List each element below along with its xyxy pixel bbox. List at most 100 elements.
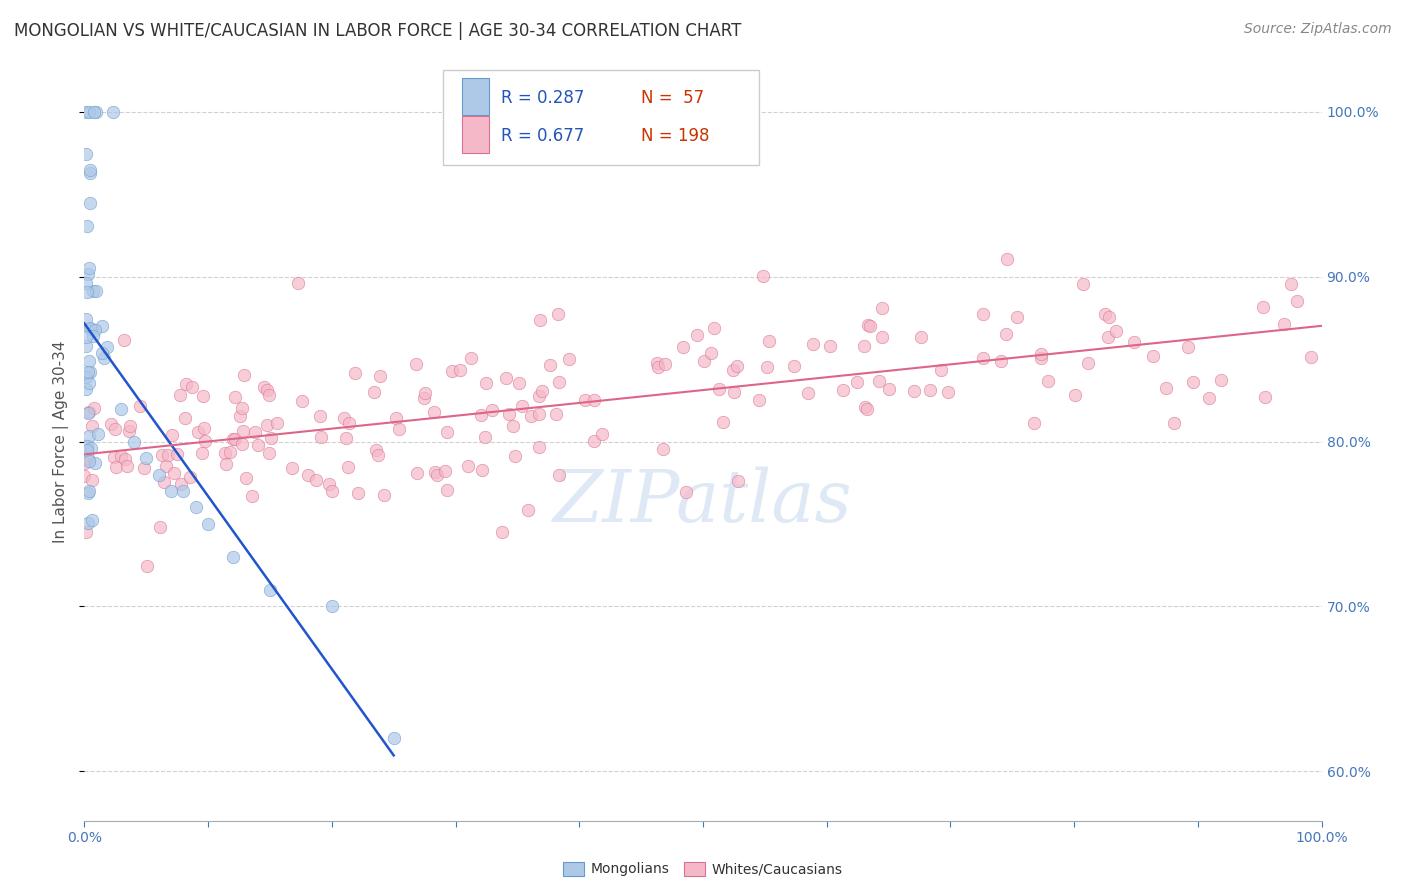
Point xyxy=(336,460,359,475)
Point xyxy=(990,354,1012,368)
Point xyxy=(79,376,101,391)
Point xyxy=(723,384,745,399)
Point xyxy=(191,388,214,402)
FancyBboxPatch shape xyxy=(461,78,489,115)
Point xyxy=(93,351,115,365)
Point xyxy=(527,407,550,421)
Point xyxy=(129,399,152,413)
Point xyxy=(305,473,328,487)
Point xyxy=(172,483,194,498)
Point xyxy=(132,460,155,475)
Point xyxy=(76,442,98,457)
Point xyxy=(77,267,100,281)
Point xyxy=(75,369,97,384)
Point xyxy=(436,425,458,439)
Point xyxy=(1105,324,1128,338)
Point xyxy=(80,473,103,487)
Point xyxy=(91,346,114,360)
Point xyxy=(160,483,183,498)
Point xyxy=(1301,350,1323,364)
Point xyxy=(527,389,550,403)
Point xyxy=(318,477,340,491)
Point xyxy=(382,731,405,746)
Point xyxy=(675,485,697,500)
Point xyxy=(96,340,118,354)
Point xyxy=(520,409,543,423)
Point xyxy=(856,318,879,333)
Point xyxy=(297,467,319,482)
Point xyxy=(118,425,141,439)
Point xyxy=(169,387,191,401)
Point xyxy=(291,394,314,409)
Text: N =  57: N = 57 xyxy=(641,89,704,107)
Point xyxy=(859,319,882,334)
Y-axis label: In Labor Force | Age 30-34: In Labor Force | Age 30-34 xyxy=(53,340,69,543)
Point xyxy=(413,385,436,400)
Point xyxy=(368,369,391,384)
Point xyxy=(75,311,97,326)
Point xyxy=(707,382,730,396)
Point xyxy=(929,363,952,377)
Point xyxy=(101,104,124,119)
Point xyxy=(481,403,503,417)
Text: Source: ZipAtlas.com: Source: ZipAtlas.com xyxy=(1244,22,1392,37)
Point xyxy=(721,363,744,377)
Point xyxy=(366,442,388,457)
Point xyxy=(832,384,855,398)
Point xyxy=(645,356,668,370)
Point xyxy=(426,467,449,482)
Point xyxy=(77,484,100,499)
Point xyxy=(112,333,135,347)
Point xyxy=(1098,310,1121,325)
Point xyxy=(332,411,354,425)
Point xyxy=(1031,347,1053,361)
Point xyxy=(449,363,471,377)
Point xyxy=(157,448,180,462)
Point xyxy=(79,365,101,379)
Point xyxy=(75,147,97,161)
Point xyxy=(995,252,1018,266)
Point xyxy=(531,384,554,398)
Point xyxy=(502,418,524,433)
Point xyxy=(752,268,775,283)
Point xyxy=(76,486,98,500)
Point xyxy=(309,409,332,423)
Point xyxy=(474,430,496,444)
Point xyxy=(1279,277,1302,292)
Point xyxy=(1198,391,1220,405)
Point xyxy=(256,383,278,397)
Point xyxy=(470,408,492,422)
Point xyxy=(853,400,876,414)
Point xyxy=(179,469,201,483)
Point xyxy=(647,359,669,374)
Point xyxy=(83,323,105,337)
Point xyxy=(423,405,446,419)
Point xyxy=(385,411,408,425)
Point xyxy=(491,525,513,540)
Point xyxy=(725,359,748,374)
Point xyxy=(311,430,333,444)
Point xyxy=(475,376,498,390)
Point xyxy=(693,353,716,368)
Point xyxy=(872,301,894,315)
Point xyxy=(232,424,254,438)
Text: N = 198: N = 198 xyxy=(641,127,710,145)
Point xyxy=(846,376,869,390)
Point xyxy=(152,475,174,489)
Point xyxy=(114,452,136,467)
Point xyxy=(1156,380,1178,394)
Point xyxy=(163,467,186,481)
Point xyxy=(498,407,520,421)
Point xyxy=(1182,375,1205,389)
Point xyxy=(79,321,101,335)
Point xyxy=(287,276,309,290)
Text: ZIPatlas: ZIPatlas xyxy=(553,467,853,538)
Point xyxy=(76,285,98,299)
Point xyxy=(181,380,204,394)
Point xyxy=(135,450,157,465)
Point xyxy=(75,104,97,119)
Legend: Mongolians, Whites/Caucasians: Mongolians, Whites/Caucasians xyxy=(558,856,848,882)
Point xyxy=(582,434,605,449)
Point xyxy=(235,471,257,485)
Point xyxy=(281,460,304,475)
